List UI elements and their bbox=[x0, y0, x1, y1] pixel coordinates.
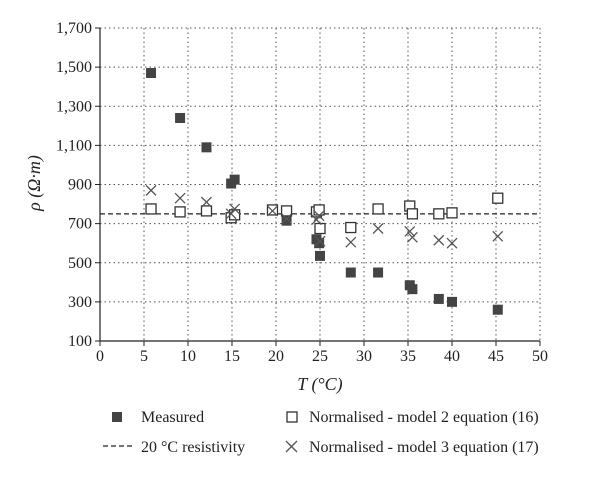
tick-labels: 0 5 10 15 20 25 30 35 40 45 50 100 300 500 700 900 1,100… bbox=[56, 20, 548, 365]
measured-point bbox=[433, 293, 444, 304]
model-2-point bbox=[313, 204, 325, 216]
model-3-point bbox=[174, 192, 186, 204]
model-2-point bbox=[433, 208, 445, 220]
measured-point bbox=[315, 250, 325, 261]
legend-item-model-3: Normalised - model 3 equation (17) bbox=[285, 439, 539, 456]
data-points bbox=[145, 67, 504, 315]
y-tick-label: 300 bbox=[68, 294, 92, 311]
legend-item-reference: 20 °C resistivity bbox=[103, 439, 245, 456]
model-3-point bbox=[225, 208, 237, 220]
axes bbox=[95, 27, 541, 346]
measured-point bbox=[201, 142, 212, 153]
measured-point bbox=[146, 67, 157, 78]
y-tick-label: 100 bbox=[68, 333, 92, 350]
model-3-point bbox=[446, 237, 458, 249]
x-tick-label: 50 bbox=[532, 348, 548, 365]
y-tick-label: 1,100 bbox=[56, 137, 92, 154]
x-tick-label: 25 bbox=[312, 348, 328, 365]
x-tick-label: 40 bbox=[444, 348, 460, 365]
model-3-point bbox=[433, 234, 445, 246]
x-tick-label: 15 bbox=[224, 348, 240, 365]
measured-point bbox=[407, 284, 418, 295]
model-3-point bbox=[267, 205, 278, 217]
y-tick-label: 700 bbox=[68, 216, 92, 233]
model-2-point bbox=[228, 209, 241, 221]
model-2-point bbox=[266, 204, 279, 216]
model-3-point bbox=[145, 184, 157, 196]
y-tick-label: 1,300 bbox=[56, 98, 92, 115]
legend-label-reference: 20 °C resistivity bbox=[141, 439, 245, 456]
legend-marker-measured bbox=[112, 412, 122, 422]
x-tick-label: 35 bbox=[400, 348, 416, 365]
model-3-point bbox=[281, 213, 293, 225]
model-2-point bbox=[145, 203, 157, 215]
legend-label-measured: Measured bbox=[141, 409, 204, 426]
model-3-point bbox=[492, 230, 504, 242]
model-3-point bbox=[201, 196, 212, 208]
y-tick-label: 1,500 bbox=[56, 59, 92, 76]
legend-label-model-2: Normalised - model 2 equation (16) bbox=[309, 409, 539, 426]
x-tick-label: 0 bbox=[96, 348, 104, 365]
measured-point bbox=[492, 304, 503, 315]
model-2-point bbox=[446, 207, 458, 219]
model-2-point bbox=[174, 206, 186, 218]
model-2-point bbox=[314, 222, 326, 235]
model-3-point bbox=[229, 203, 241, 215]
legend-item-model-2: Normalised - model 2 equation (16) bbox=[286, 409, 539, 426]
x-tick-label: 20 bbox=[268, 348, 284, 365]
measured-point bbox=[314, 238, 325, 249]
y-tick-label: 500 bbox=[68, 255, 92, 272]
x-tick-label: 10 bbox=[180, 348, 196, 365]
grid bbox=[100, 27, 541, 341]
measured-point bbox=[281, 215, 292, 226]
x-tick-label: 30 bbox=[356, 348, 372, 365]
legend-label-model-3: Normalised - model 3 equation (17) bbox=[309, 439, 539, 456]
model-2-point bbox=[200, 205, 213, 217]
model-3-point bbox=[313, 210, 325, 222]
model-3-point bbox=[372, 223, 384, 234]
legend-item-measured: Measured bbox=[112, 409, 204, 426]
measured-point bbox=[345, 267, 356, 278]
legend-marker-model-3 bbox=[285, 440, 298, 453]
measured-point bbox=[373, 267, 384, 278]
y-axis-label: ρ (Ω·m) bbox=[24, 155, 45, 212]
measured-point bbox=[175, 112, 186, 123]
y-tick-label: 900 bbox=[68, 177, 92, 194]
model-3-point bbox=[314, 235, 326, 247]
model-3-point bbox=[406, 231, 418, 243]
x-tick-label: 5 bbox=[140, 348, 148, 365]
model-2-point bbox=[345, 221, 357, 234]
model-3-point bbox=[345, 236, 357, 248]
model-2-point bbox=[372, 203, 384, 215]
measured-point bbox=[229, 174, 240, 185]
y-tick-label: 1,700 bbox=[56, 20, 92, 37]
measured-point bbox=[447, 296, 457, 307]
x-axis-label: T (°C) bbox=[297, 374, 342, 395]
series-2 bbox=[145, 192, 504, 235]
legend: Measured Normalised - model 2 equation (… bbox=[103, 409, 539, 456]
model-2-point bbox=[280, 205, 293, 217]
model-2-point bbox=[492, 192, 504, 204]
legend-marker-model-2 bbox=[286, 411, 298, 423]
model-3-point bbox=[404, 225, 416, 237]
series-3 bbox=[145, 184, 504, 249]
x-tick-label: 45 bbox=[488, 348, 504, 365]
series-1 bbox=[146, 67, 503, 315]
model-2-point bbox=[406, 208, 419, 220]
